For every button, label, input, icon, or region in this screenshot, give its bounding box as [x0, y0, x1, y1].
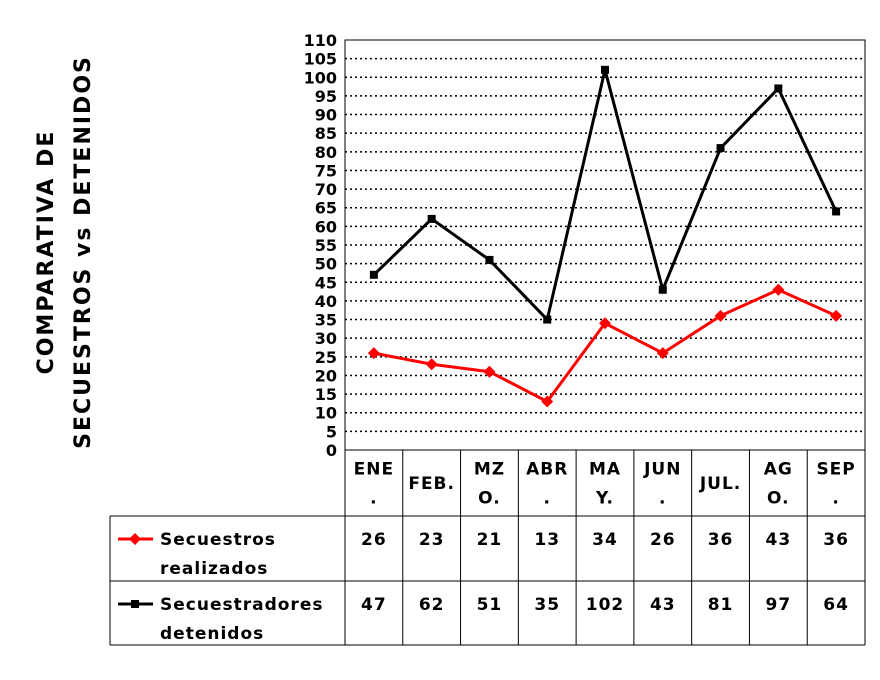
y-tick-label: 0	[326, 441, 337, 460]
table-value: 36	[708, 530, 734, 550]
data-point	[543, 315, 552, 324]
x-tick-label: AG	[764, 460, 793, 480]
y-tick-label: 65	[315, 199, 337, 218]
legend-label: Secuestros	[160, 530, 276, 550]
series-line	[373, 288, 837, 404]
data-point	[716, 144, 725, 153]
legend-marker	[129, 533, 141, 545]
table-value: 43	[765, 530, 791, 550]
y-tick-label: 105	[304, 50, 337, 69]
legend-label: Secuestradores	[160, 595, 323, 615]
legend-label: detenidos	[160, 624, 264, 644]
data-point	[658, 285, 667, 294]
table-value: 51	[477, 595, 503, 615]
y-tick-label: 25	[315, 348, 337, 367]
data-point	[599, 317, 611, 330]
data-point	[485, 255, 494, 264]
x-tick-label: SEP	[816, 460, 855, 480]
data-point	[830, 309, 843, 322]
x-tick-label: .	[370, 489, 377, 509]
chart-title-line: COMPARATIVA DE	[34, 130, 59, 375]
table-value: 26	[650, 530, 676, 550]
y-tick-label: 100	[304, 68, 337, 87]
y-tick-label: 45	[315, 273, 337, 292]
data-point	[832, 207, 841, 216]
x-tick-label: .	[832, 489, 839, 509]
y-tick-label: 60	[315, 217, 337, 236]
table-value: 102	[586, 595, 625, 615]
x-tick-label: MA	[589, 460, 621, 480]
x-tick-label: ABR	[526, 460, 568, 480]
table-value: 81	[708, 595, 734, 615]
table-value: 35	[534, 595, 560, 615]
data-point	[367, 347, 380, 360]
table-value: 64	[823, 595, 849, 615]
data-point	[427, 214, 436, 223]
y-tick-label: 90	[315, 106, 337, 125]
x-tick-label: FEB.	[408, 474, 455, 494]
data-point	[369, 270, 378, 279]
y-tick-label: 50	[315, 255, 337, 274]
x-tick-label: MZ	[474, 460, 505, 480]
y-tick-label: 35	[315, 311, 337, 330]
data-point	[714, 309, 727, 322]
y-tick-label: 55	[315, 236, 337, 255]
table-value: 97	[765, 595, 791, 615]
y-axis-ticks: 0510152025303540455055606570758085909510…	[304, 31, 337, 460]
data-point	[425, 358, 438, 371]
data-table: ENE. FEB. MZ O. ABR. MA Y. JUN. JUL. AG O. SEP. Secu…	[109, 449, 866, 646]
y-tick-label: 80	[315, 143, 337, 162]
legend-label: realizados	[160, 559, 268, 579]
data-point	[774, 84, 783, 93]
y-tick-label: 15	[315, 385, 337, 404]
y-tick-label: 110	[304, 31, 337, 50]
x-tick-label: .	[659, 489, 666, 509]
table-value: 62	[419, 595, 445, 615]
x-tick-label: Y.	[595, 489, 614, 509]
series	[367, 65, 843, 408]
data-point	[601, 65, 609, 74]
y-tick-label: 30	[315, 329, 337, 348]
y-tick-label: 70	[315, 180, 337, 199]
data-point	[483, 365, 496, 378]
table-value: 36	[823, 530, 849, 550]
y-tick-label: 5	[326, 422, 337, 441]
y-tick-label: 10	[315, 404, 337, 423]
y-tick-label: 75	[315, 161, 337, 180]
x-tick-label: ENE	[354, 460, 394, 480]
table-value: 47	[361, 595, 387, 615]
table-value: 23	[419, 530, 445, 550]
chart-title-line: SECUESTROS vs DETENIDOS	[71, 55, 96, 449]
table-value: 43	[650, 595, 676, 615]
data-point	[541, 395, 554, 408]
x-tick-label: .	[543, 489, 550, 509]
data-point	[656, 347, 669, 360]
x-tick-label: O.	[767, 489, 790, 509]
grid	[344, 39, 866, 451]
y-tick-label: 85	[315, 124, 337, 143]
y-tick-label: 20	[315, 366, 337, 385]
x-tick-label: JUL.	[699, 474, 741, 494]
x-tick-label: JUN	[643, 460, 681, 480]
table-value: 21	[477, 530, 503, 550]
table-value: 13	[534, 530, 560, 550]
chart-title: COMPARATIVA DE SECUESTROS vs DETENIDOS	[34, 55, 96, 449]
y-tick-label: 40	[315, 292, 337, 311]
legend-marker	[131, 600, 139, 608]
table-value: 26	[361, 530, 387, 550]
x-tick-label: O.	[478, 489, 501, 509]
table-value: 34	[592, 530, 618, 550]
y-tick-label: 95	[315, 87, 337, 106]
data-point	[772, 283, 785, 296]
